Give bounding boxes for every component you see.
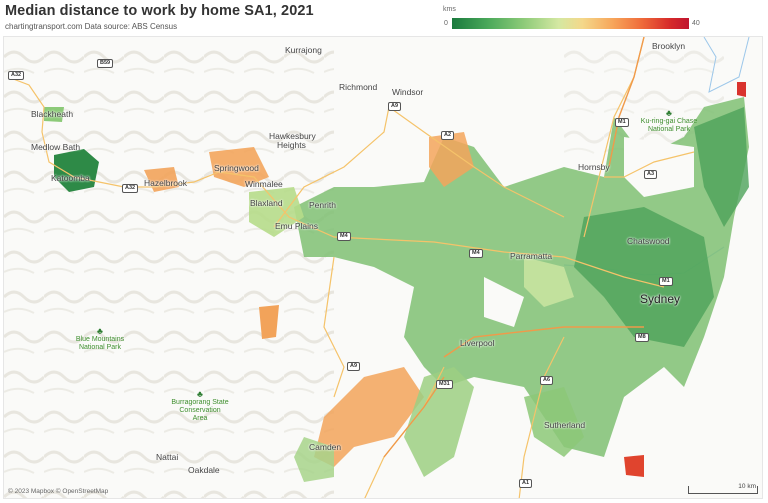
place-label: Parramatta (510, 251, 553, 261)
place-label: Hawkesbury (269, 131, 316, 141)
place-label: Camden (309, 442, 342, 452)
place-label: Brooklyn (652, 41, 686, 51)
sutherland-area (524, 387, 584, 457)
southwest-growth-area (314, 367, 424, 467)
road-shield: A6 (540, 376, 554, 385)
legend-gradient-bar (452, 18, 689, 29)
park-label: ♣ Ku-ring-gai Chase National Park (629, 109, 709, 134)
inner-sydney-area (574, 207, 714, 347)
camden-area (294, 437, 334, 482)
place-label: Liverpool (460, 338, 495, 348)
road-shield: A3 (644, 170, 658, 179)
park-label: ♣ Blue Mountains National Park (60, 327, 140, 352)
chart-title: Median distance to work by home SA1, 202… (5, 3, 314, 19)
chart-subtitle: chartingtransport.com Data source: ABS C… (5, 22, 178, 31)
park-label-line: Conservation (179, 407, 221, 414)
city-label-sydney: Sydney (640, 292, 681, 306)
place-label: Kurrajong (285, 45, 322, 55)
katoomba-area (54, 149, 99, 192)
road-shield: M4 (469, 249, 483, 258)
terrain-west (4, 37, 334, 498)
legend-min-value: 0 (444, 20, 448, 27)
tree-icon: ♣ (97, 326, 103, 336)
road-shield: A1 (519, 479, 533, 488)
park-label-line: Burragorang State (171, 399, 229, 406)
light-green-area (524, 257, 574, 307)
road-shield: M31 (436, 380, 453, 389)
road-shield: M8 (635, 333, 649, 342)
place-label: Penrith (309, 200, 336, 210)
road-shield: A9 (347, 362, 361, 371)
northwest-growth-area (429, 132, 474, 187)
park-label: ♣ Burragorang State Conservation Area (160, 390, 240, 423)
place-label: Emu Plains (275, 221, 318, 231)
road-shield: M1 (659, 277, 673, 286)
road-shield: A2 (441, 131, 455, 140)
hawkesbury-river (703, 37, 750, 93)
royal-np-red-area (624, 455, 644, 477)
tree-icon: ♣ (197, 389, 203, 399)
kuringgai-gap (624, 137, 694, 197)
park-label-line: National Park (647, 126, 691, 133)
road-shield: M1 (615, 118, 629, 127)
map-layer (4, 37, 750, 498)
legend-max-value: 40 (692, 20, 700, 27)
place-label: Oakdale (188, 465, 220, 475)
road-shield: B59 (97, 59, 114, 68)
place-label: Hornsby (578, 162, 610, 172)
place-label: Windsor (392, 87, 424, 97)
road-shield: A9 (388, 102, 402, 111)
color-legend: kms 0 40 (430, 6, 730, 32)
tree-icon: ♣ (666, 108, 672, 118)
park-label-line: Ku-ring-gai Chase (640, 118, 698, 125)
blackheath-area (44, 107, 64, 122)
road-shield: A32 (8, 71, 25, 80)
hazelbrook-area (144, 167, 179, 192)
scale-bar-label: 10 km (738, 483, 756, 490)
legend-unit-label: kms (443, 6, 456, 13)
place-label: Winmalee (245, 179, 283, 189)
wallacia-area (259, 305, 279, 339)
header: Median distance to work by home SA1, 202… (0, 0, 768, 36)
park-label-line: Area (192, 415, 208, 422)
place-label: Medlow Bath (31, 142, 81, 152)
park-label-line: Blue Mountains (75, 336, 125, 343)
map-attribution[interactable]: © 2023 Mapbox © OpenStreetMap (8, 488, 109, 495)
place-label: Sutherland (544, 420, 586, 430)
map-canvas[interactable]: Kurrajong Brooklyn Richmond Windsor Blackhea… (3, 36, 763, 499)
road-shield: A32 (122, 184, 139, 193)
park-label-line: National Park (78, 344, 122, 351)
northern-beaches-area (694, 107, 749, 227)
place-label: Chatswood (627, 236, 670, 246)
place-label: Nattai (156, 452, 179, 462)
place-label: Blackheath (31, 109, 74, 119)
scale-bar (688, 486, 758, 494)
gap-1 (484, 277, 524, 327)
place-label: Richmond (339, 82, 378, 92)
place-label: Katoomba (51, 173, 90, 183)
place-label: Springwood (214, 163, 259, 173)
place-label: Blaxland (250, 198, 283, 208)
place-label: Heights (277, 140, 306, 150)
place-label: Hazelbrook (144, 178, 187, 188)
brooklyn-red-area (737, 82, 746, 97)
blaxland-area (249, 187, 304, 237)
road-shield: M4 (337, 232, 351, 241)
campbelltown-area (404, 367, 474, 477)
